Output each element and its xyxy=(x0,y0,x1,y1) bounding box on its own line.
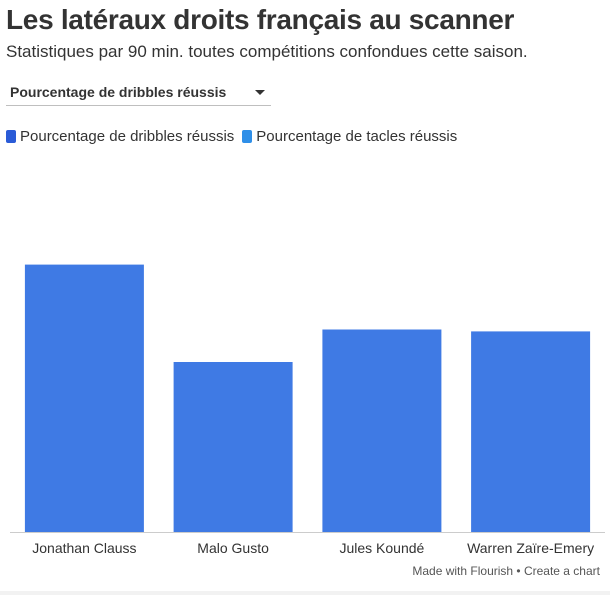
metric-dropdown[interactable]: Pourcentage de dribbles réussis xyxy=(6,80,271,106)
legend-item-dribbles[interactable]: Pourcentage de dribbles réussis xyxy=(6,128,234,145)
metric-dropdown-value: Pourcentage de dribbles réussis xyxy=(10,84,227,100)
chart-title: Les latéraux droits français au scanner xyxy=(6,4,515,35)
footer-divider xyxy=(0,591,610,595)
legend-label-dribbles: Pourcentage de dribbles réussis xyxy=(20,128,235,145)
bar-chart: Jonathan Clauss Malo Gusto Jules Koundé War… xyxy=(10,264,605,556)
chart-legend: Pourcentage de dribbles réussis Pourcent… xyxy=(6,128,465,145)
x-tick-label: Warren Zaïre-Emery xyxy=(467,540,594,556)
legend-swatch-dribbles xyxy=(6,130,16,143)
x-tick-label: Jonathan Clauss xyxy=(32,540,136,556)
bar-3[interactable] xyxy=(322,329,442,533)
chart-subtitle: Statistiques par 90 min. toutes compétit… xyxy=(6,42,528,61)
legend-swatch-tacles xyxy=(242,130,253,143)
x-tick-label: Malo Gusto xyxy=(197,540,269,556)
legend-item-tacles[interactable]: Pourcentage de tacles réussis xyxy=(242,128,457,145)
caret-down-icon[interactable] xyxy=(255,90,265,95)
bar-2[interactable] xyxy=(173,362,293,532)
flourish-credit[interactable]: Made with Flourish • Create a chart xyxy=(412,564,600,578)
bar-1[interactable] xyxy=(24,264,144,532)
x-tick-label: Jules Koundé xyxy=(339,540,424,556)
bar-4[interactable] xyxy=(471,331,591,532)
legend-label-tacles: Pourcentage de tacles réussis xyxy=(256,128,458,145)
